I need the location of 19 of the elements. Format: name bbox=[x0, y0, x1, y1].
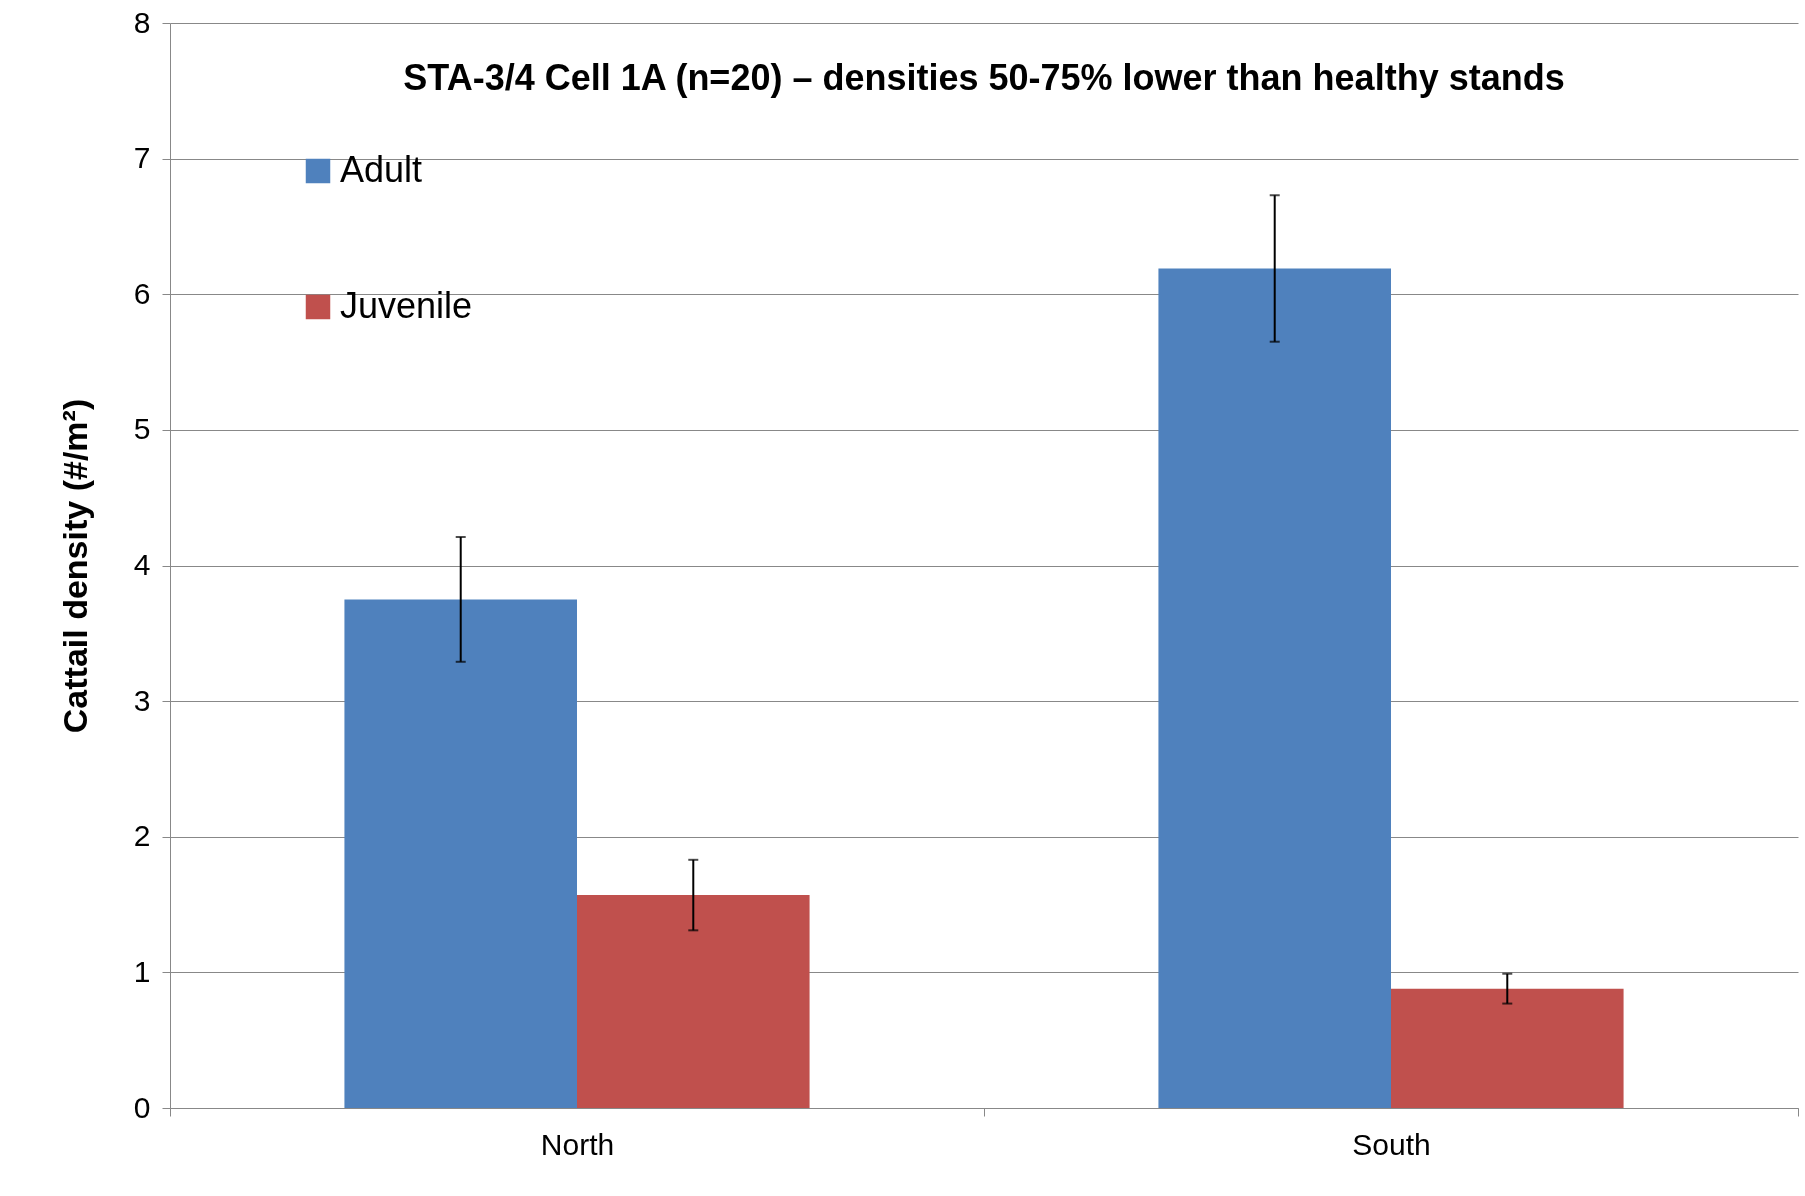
bar bbox=[1158, 268, 1391, 1108]
x-tick-label: North bbox=[540, 1127, 615, 1161]
y-tick-label: 8 bbox=[133, 5, 151, 39]
text: STA-3/4 Cell 1A (n=20) – densities 50-75% lower than healthy stands bbox=[403, 57, 1565, 98]
bar bbox=[1391, 988, 1624, 1108]
y-tick-label: 0 bbox=[133, 1090, 151, 1124]
y-tick-label: 6 bbox=[133, 276, 151, 310]
y-tick-label: 7 bbox=[133, 141, 151, 175]
legend-label: Adult bbox=[340, 149, 423, 190]
y-tick-label: 1 bbox=[133, 954, 151, 988]
y-tick-label: 2 bbox=[133, 819, 151, 853]
y-axis-title: Cattail density (#/m²) bbox=[55, 398, 94, 734]
bar bbox=[344, 599, 577, 1108]
y-tick-label: 3 bbox=[133, 683, 151, 717]
legend-label: Juvenile bbox=[340, 285, 473, 326]
y-tick-label: 5 bbox=[133, 412, 151, 446]
y-tick-label: 4 bbox=[133, 548, 151, 581]
bar bbox=[577, 895, 810, 1108]
x-tick-label: South bbox=[1352, 1127, 1431, 1161]
